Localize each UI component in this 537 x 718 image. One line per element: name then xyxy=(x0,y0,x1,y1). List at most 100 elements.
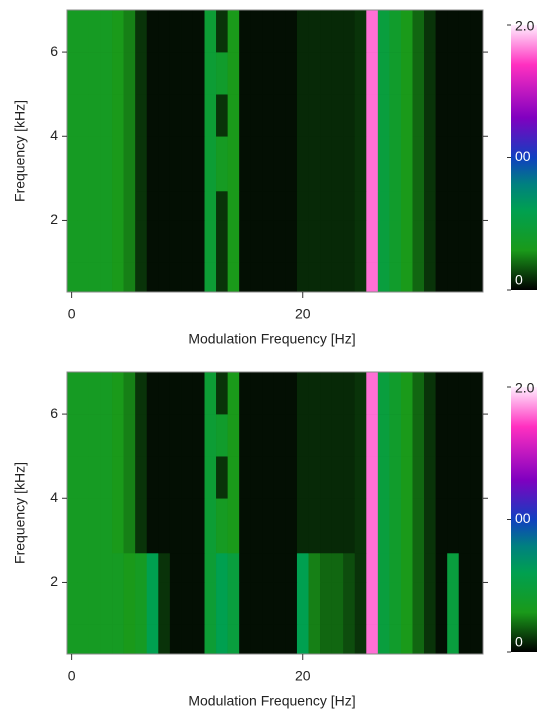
heatmap-cell xyxy=(112,624,124,654)
heatmap-cell xyxy=(308,414,321,457)
plot-frame xyxy=(66,371,484,655)
heatmap-cell xyxy=(135,220,148,263)
heatmap-cell xyxy=(158,262,171,292)
heatmap-cell xyxy=(112,498,124,554)
heatmap-cell xyxy=(192,190,205,221)
heatmap-cell xyxy=(435,372,448,415)
heatmap-cell xyxy=(239,190,252,221)
heatmap-cell xyxy=(377,552,390,583)
heatmap-cell xyxy=(400,624,413,654)
heatmap-cell xyxy=(100,624,113,654)
heatmap-cell xyxy=(112,190,124,221)
heatmap-cell xyxy=(135,552,148,583)
heatmap-cell xyxy=(377,94,390,137)
heatmap-cell xyxy=(100,414,113,457)
heatmap-cell xyxy=(470,456,483,499)
heatmap-cell xyxy=(377,414,390,457)
heatmap-cell xyxy=(412,498,425,554)
heatmap-cell xyxy=(181,624,194,654)
heatmap-cell xyxy=(227,136,240,192)
heatmap-cell xyxy=(470,220,483,263)
heatmap-cell xyxy=(377,372,390,415)
colorbar-tick-label: 00 xyxy=(515,148,531,164)
heatmap-cell xyxy=(435,456,448,499)
heatmap-cell xyxy=(400,52,413,95)
heatmap-cell xyxy=(458,190,471,221)
heatmap-cell xyxy=(192,498,205,554)
heatmap-cell xyxy=(216,190,228,221)
heatmap-cell xyxy=(100,456,113,499)
heatmap-cell xyxy=(239,372,252,415)
heatmap-cell xyxy=(296,456,309,499)
heatmap-cell xyxy=(273,414,286,457)
heatmap-cell xyxy=(296,190,309,221)
heatmap-cell xyxy=(67,552,78,583)
heatmap-cell xyxy=(158,582,171,625)
heatmap-cell xyxy=(227,582,240,625)
heatmap-cell xyxy=(435,498,448,554)
heatmap-cell xyxy=(146,414,159,457)
heatmap-cell xyxy=(112,52,124,95)
heatmap-cell xyxy=(447,262,460,292)
heatmap-cell xyxy=(320,262,332,292)
heatmap-cell xyxy=(181,414,194,457)
heatmap-cell xyxy=(181,372,194,415)
heatmap-cell xyxy=(273,552,286,583)
heatmap-cell xyxy=(88,624,101,654)
heatmap-cell xyxy=(320,456,332,499)
heatmap-cell xyxy=(169,498,182,554)
heatmap-cell xyxy=(296,582,309,625)
heatmap-cell xyxy=(308,220,321,263)
heatmap-cell xyxy=(88,414,101,457)
heatmap-cell xyxy=(400,498,413,554)
colorbar-tick-label: 00 xyxy=(515,510,531,526)
heatmap-cell xyxy=(273,220,286,263)
heatmap-cell xyxy=(204,190,217,221)
heatmap-cell xyxy=(447,498,460,554)
heatmap-cell xyxy=(192,220,205,263)
heatmap-cell xyxy=(308,52,321,95)
heatmap-cell xyxy=(458,372,471,415)
heatmap-cell xyxy=(88,498,101,554)
heatmap-cell xyxy=(366,136,379,192)
heatmap-cell xyxy=(285,372,298,415)
heatmap-cell xyxy=(204,624,217,654)
heatmap-cell xyxy=(435,262,448,292)
y-tick-label: 4 xyxy=(50,127,58,143)
heatmap-cell xyxy=(296,94,309,137)
heatmap-cell xyxy=(250,190,263,221)
heatmap-cell xyxy=(123,552,136,583)
heatmap-cell xyxy=(123,582,136,625)
heatmap-cell xyxy=(273,624,286,654)
chart-1: 0 20 2 4 6 Modulation Frequency [Hz] Frequency… xyxy=(12,371,537,709)
heatmap-cell xyxy=(77,372,90,415)
heatmap-cell xyxy=(169,372,182,415)
heatmap-cell xyxy=(296,220,309,263)
heatmap-cell xyxy=(181,190,194,221)
heatmap-cell xyxy=(77,552,90,583)
heatmap-cell xyxy=(296,498,309,554)
heatmap-cell xyxy=(216,498,228,554)
heatmap-cell xyxy=(458,552,471,583)
heatmap-cell xyxy=(169,414,182,457)
heatmap-cell xyxy=(435,10,448,53)
heatmap-cell xyxy=(354,94,367,137)
heatmap-cell xyxy=(470,94,483,137)
heatmap-cell xyxy=(88,582,101,625)
x-tick-label: 20 xyxy=(295,306,311,322)
heatmap-cell xyxy=(135,190,148,221)
heatmap-cell xyxy=(135,94,148,137)
heatmap-cell xyxy=(204,498,217,554)
heatmap-cell xyxy=(458,94,471,137)
heatmap-cell xyxy=(412,456,425,499)
heatmap-cell xyxy=(146,136,159,192)
heatmap-cell xyxy=(158,52,171,95)
heatmap-cell xyxy=(470,552,483,583)
heatmap-cell xyxy=(216,94,228,137)
heatmap-cell xyxy=(239,136,252,192)
heatmap-cell xyxy=(435,582,448,625)
heatmap-cell xyxy=(435,52,448,95)
heatmap-cell xyxy=(88,190,101,221)
heatmap-cell xyxy=(88,456,101,499)
heatmap-cell xyxy=(412,414,425,457)
